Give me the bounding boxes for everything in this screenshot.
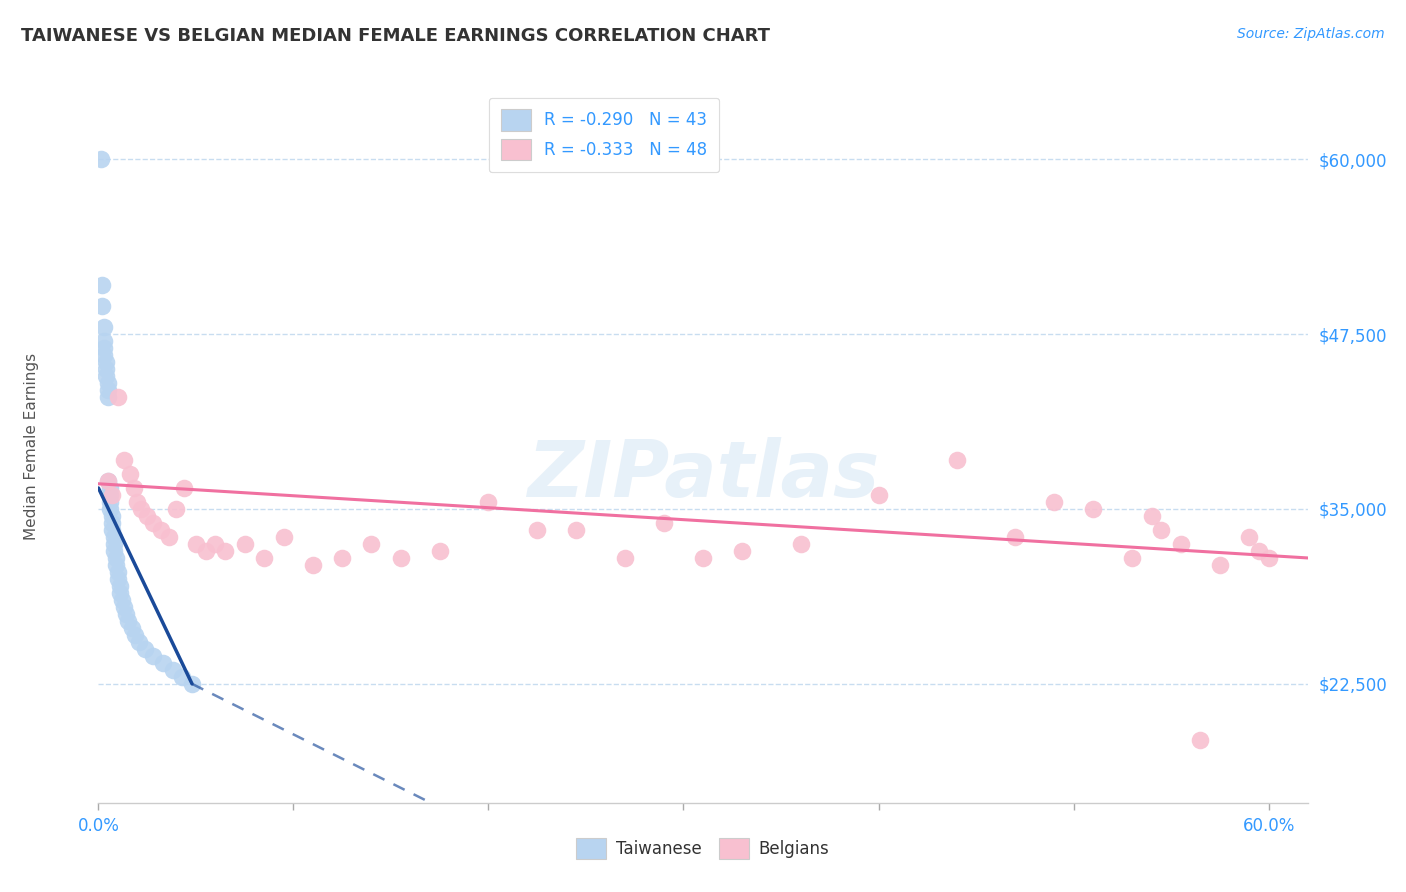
Point <box>273 530 295 544</box>
Point <box>103 537 125 551</box>
Point <box>97 390 120 404</box>
Point <box>136 508 159 523</box>
Point <box>868 488 890 502</box>
Point <box>96 362 118 376</box>
Point <box>91 278 114 293</box>
Point <box>117 614 139 628</box>
Point <box>1043 495 1066 509</box>
Point <box>1237 530 1260 544</box>
Point <box>330 550 353 565</box>
Point <box>614 550 637 565</box>
Point <box>1170 537 1192 551</box>
Point <box>96 369 118 384</box>
Text: TAIWANESE VS BELGIAN MEDIAN FEMALE EARNINGS CORRELATION CHART: TAIWANESE VS BELGIAN MEDIAN FEMALE EARNI… <box>21 27 770 45</box>
Point <box>204 537 226 551</box>
Point <box>98 502 121 516</box>
Point <box>97 383 120 397</box>
Point <box>142 648 165 663</box>
Point <box>103 544 125 558</box>
Point <box>97 474 120 488</box>
Point <box>97 474 120 488</box>
Point <box>389 550 412 565</box>
Point <box>98 488 121 502</box>
Point <box>731 544 754 558</box>
Legend: Taiwanese, Belgians: Taiwanese, Belgians <box>569 831 837 866</box>
Point <box>1257 550 1279 565</box>
Point <box>1150 523 1173 537</box>
Point <box>165 502 187 516</box>
Point <box>1140 508 1163 523</box>
Point <box>112 599 135 614</box>
Legend: R = -0.290   N = 43, R = -0.333   N = 48: R = -0.290 N = 43, R = -0.333 N = 48 <box>489 97 718 172</box>
Point <box>1004 530 1026 544</box>
Point <box>233 537 256 551</box>
Point <box>108 579 131 593</box>
Point <box>107 390 129 404</box>
Point <box>101 508 124 523</box>
Point <box>93 348 115 362</box>
Point <box>302 558 325 572</box>
Point <box>112 453 135 467</box>
Point <box>103 530 125 544</box>
Point <box>91 299 114 313</box>
Point <box>111 593 134 607</box>
Point <box>173 481 195 495</box>
Point <box>127 495 149 509</box>
Point <box>152 656 174 670</box>
Point <box>1189 732 1212 747</box>
Point <box>565 523 588 537</box>
Point <box>429 544 451 558</box>
Point <box>93 334 115 348</box>
Point <box>107 565 129 579</box>
Point <box>93 341 115 355</box>
Point <box>124 628 146 642</box>
Point <box>1247 544 1270 558</box>
Point <box>789 537 811 551</box>
Text: Median Female Earnings: Median Female Earnings <box>24 352 39 540</box>
Point <box>692 550 714 565</box>
Point <box>104 550 127 565</box>
Point <box>477 495 499 509</box>
Text: ZIPatlas: ZIPatlas <box>527 436 879 513</box>
Point <box>142 516 165 530</box>
Point <box>101 516 124 530</box>
Point <box>90 152 112 166</box>
Point <box>98 495 121 509</box>
Point <box>1209 558 1232 572</box>
Point <box>131 502 153 516</box>
Point <box>253 550 276 565</box>
Point <box>1081 502 1104 516</box>
Point <box>122 481 145 495</box>
Point <box>149 523 172 537</box>
Point <box>114 607 136 621</box>
Point <box>526 523 548 537</box>
Point <box>214 544 236 558</box>
Point <box>107 572 129 586</box>
Point <box>945 453 967 467</box>
Point <box>1121 550 1143 565</box>
Text: Source: ZipAtlas.com: Source: ZipAtlas.com <box>1237 27 1385 41</box>
Point <box>162 663 184 677</box>
Point <box>134 641 156 656</box>
Point <box>128 635 150 649</box>
Point <box>652 516 675 530</box>
Point <box>184 537 207 551</box>
Point <box>181 677 204 691</box>
Point <box>98 481 121 495</box>
Point <box>172 670 194 684</box>
Point <box>93 320 115 334</box>
Point <box>101 523 124 537</box>
Point <box>101 488 124 502</box>
Point <box>96 355 118 369</box>
Point <box>360 537 382 551</box>
Point <box>97 376 120 390</box>
Point <box>194 544 217 558</box>
Point <box>157 530 180 544</box>
Point <box>108 586 131 600</box>
Point <box>104 558 127 572</box>
Point <box>118 467 141 481</box>
Point <box>121 621 143 635</box>
